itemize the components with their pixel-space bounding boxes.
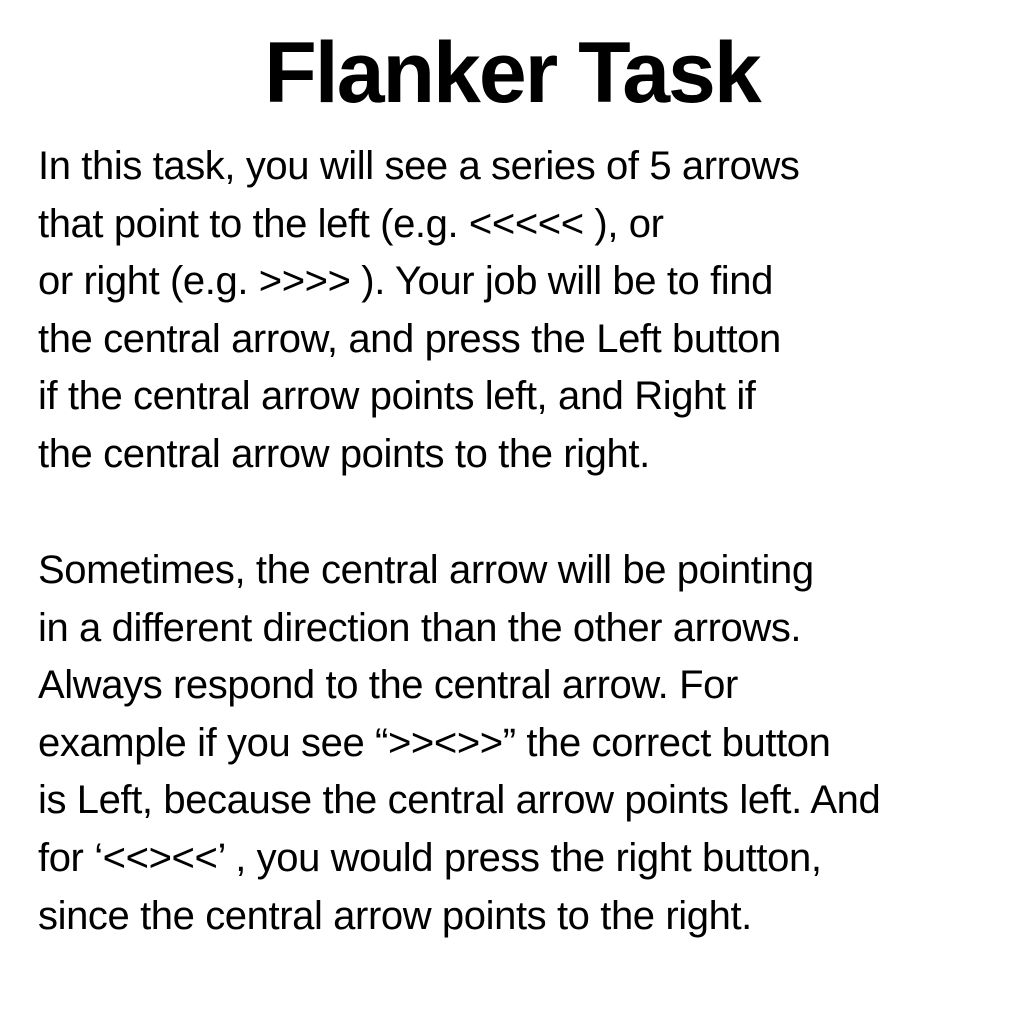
paragraph-line: if the central arrow points left, and Ri… [38, 374, 756, 419]
paragraph-line: is Left, because the central arrow point… [38, 778, 881, 823]
instructions-paragraph-1: In this task, you will see a series of 5… [38, 138, 1018, 484]
paragraph-line: example if you see “>><>>” the correct b… [38, 720, 831, 765]
paragraph-line: since the central arrow points to the ri… [38, 893, 752, 938]
paragraph-line: the central arrow, and press the Left bu… [38, 316, 781, 361]
paragraph-line: Always respond to the central arrow. For [38, 663, 738, 708]
paragraph-line: or right (e.g. >>>> ). Your job will be … [38, 259, 773, 304]
paragraph-line: that point to the left (e.g. <<<<< ), or [38, 201, 664, 246]
paragraph-line: In this task, you will see a series of 5… [38, 144, 800, 188]
instructions-paragraph-2: Sometimes, the central arrow will be poi… [38, 542, 1018, 945]
paragraph-line: for ‘<<><<’ , you would press the right … [38, 835, 822, 880]
paragraph-line: Sometimes, the central arrow will be poi… [38, 548, 814, 592]
paragraph-line: in a different direction than the other … [38, 605, 802, 650]
paragraph-line: the central arrow points to the right. [38, 431, 650, 476]
page-title: Flanker Task [264, 25, 761, 121]
